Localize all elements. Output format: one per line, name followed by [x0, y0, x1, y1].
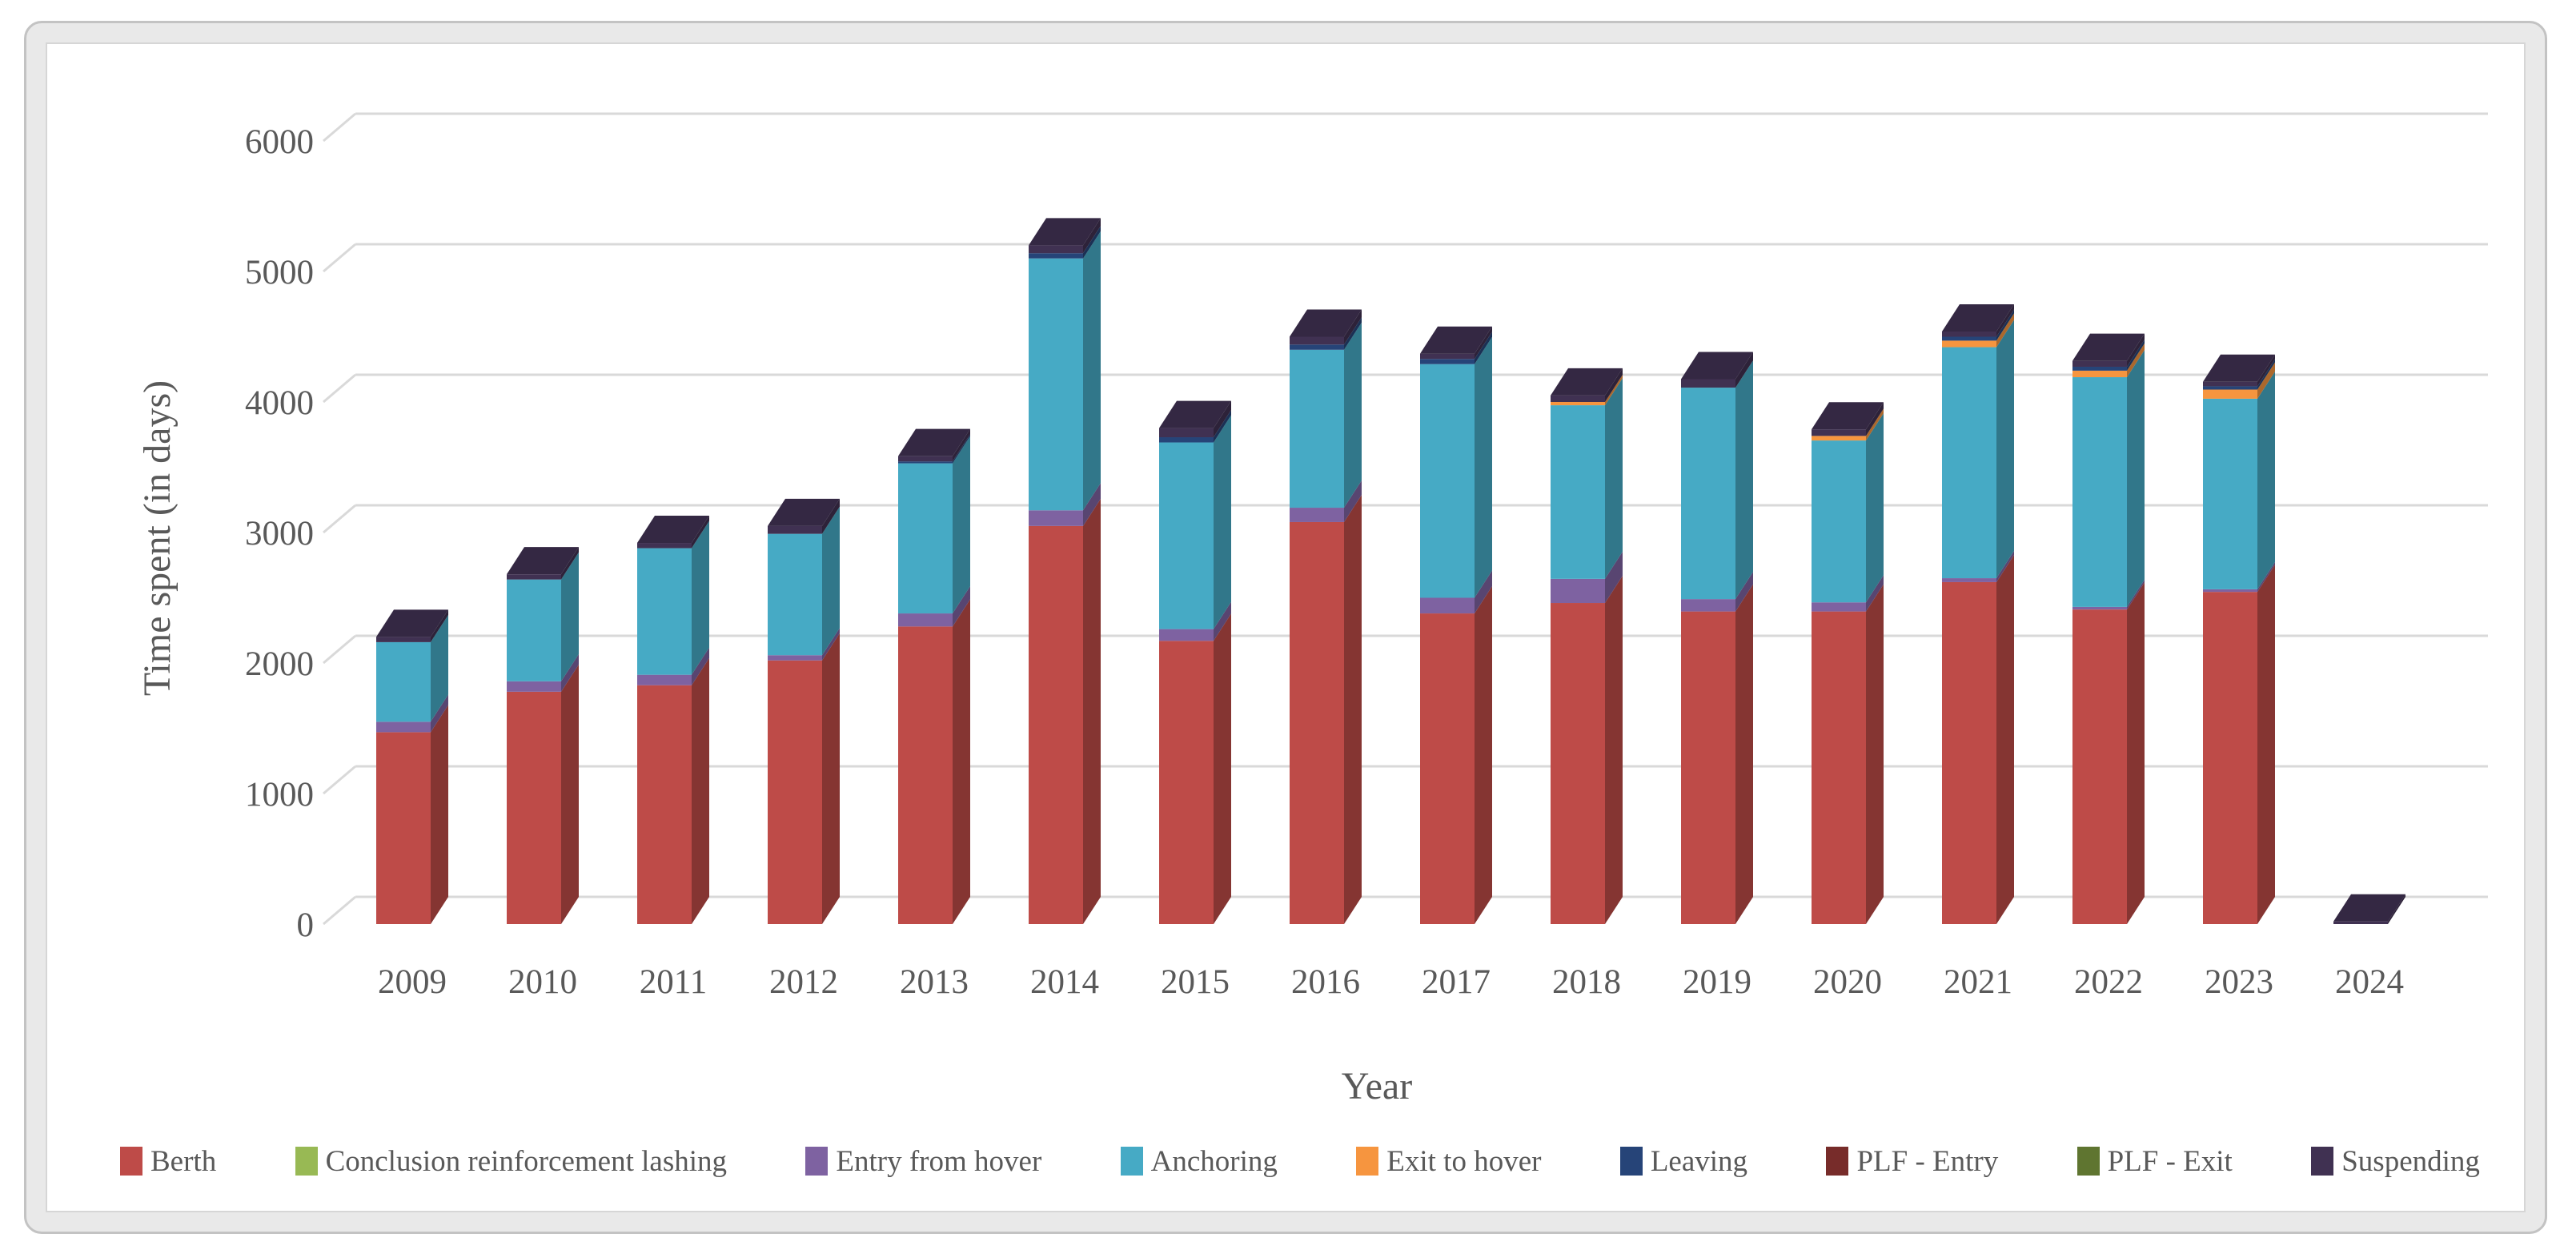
x-tick-label: 2011 [640, 963, 707, 1001]
legend-swatch-icon [2311, 1147, 2334, 1176]
legend-label: Entry from hover [836, 1144, 1042, 1178]
legend-item-plf-exit: PLF - Exit [2076, 1144, 2233, 1179]
x-tick-label: 2022 [2074, 963, 2143, 1001]
legend-item-exit-to-hover: Exit to hover [1356, 1144, 1541, 1179]
x-tick-label: 2016 [1291, 963, 1360, 1001]
legend-label: PLF - Exit [2107, 1144, 2233, 1178]
bars [376, 218, 2405, 924]
x-tick-label: 2023 [2205, 963, 2273, 1001]
y-tick-label: 5000 [245, 254, 314, 291]
x-tick-label: 2012 [769, 963, 838, 1001]
legend-swatch-icon [1120, 1147, 1143, 1176]
legend-item-plf-entry: PLF - Entry [1826, 1144, 1998, 1179]
legend-label: Suspending [2341, 1144, 2480, 1178]
legend-swatch-icon [1356, 1147, 1379, 1176]
legend-item-suspending: Suspending [2311, 1144, 2480, 1179]
x-tick-label: 2019 [1683, 963, 1751, 1001]
legend-item-berth: Berth [120, 1144, 216, 1179]
y-tick-label: 2000 [245, 645, 314, 683]
legend-label: PLF - Entry [1856, 1144, 1999, 1178]
legend-item-anchoring: Anchoring [1120, 1144, 1278, 1179]
legend-swatch-icon [1619, 1147, 1643, 1176]
y-tick-label: 4000 [245, 384, 314, 422]
x-axis-title: Year [1342, 1065, 1412, 1107]
x-tick-label: 2015 [1161, 963, 1230, 1001]
legend-swatch-icon [120, 1147, 142, 1176]
y-tick-label: 6000 [245, 123, 314, 161]
y-tick-label: 3000 [245, 515, 314, 553]
legend-label: Exit to hover [1386, 1144, 1542, 1178]
legend-item-entry-from-hover: Entry from hover [805, 1144, 1041, 1179]
x-tick-label: 2020 [1813, 963, 1882, 1001]
x-tick-label: 2014 [1030, 963, 1099, 1001]
x-tick-label: 2018 [1552, 963, 1621, 1001]
x-tick-label: 2009 [378, 963, 447, 1001]
x-tick-label: 2024 [2335, 963, 2404, 1001]
legend-label: Leaving [1650, 1144, 1748, 1178]
y-tick-label: 0 [297, 906, 315, 944]
axis-tick-labels: 0 1000 2000 3000 4000 5000 6000 2009 2010 2011 201… [245, 123, 2404, 1001]
legend-label: Conclusion reinforcement lashing [325, 1144, 728, 1178]
legend-swatch-icon [805, 1147, 829, 1176]
legend-label: Anchoring [1150, 1144, 1278, 1178]
legend-swatch-icon [2076, 1147, 2100, 1176]
y-tick-label: 1000 [245, 776, 314, 814]
x-tick-label: 2010 [508, 963, 577, 1001]
x-tick-label: 2013 [900, 963, 969, 1001]
legend-item-conclusion-reinforcement-lashing: Conclusion reinforcement lashing [295, 1144, 727, 1179]
legend-swatch-icon [1826, 1147, 1849, 1176]
x-tick-label: 2017 [1422, 963, 1491, 1001]
chart-legend: Berth Conclusion reinforcement lashing Ent… [120, 1127, 2480, 1195]
legend-item-leaving: Leaving [1619, 1144, 1748, 1179]
y-axis-title: Time spent (in days) [136, 380, 179, 696]
legend-label: Berth [150, 1144, 217, 1178]
x-tick-label: 2021 [1944, 963, 2012, 1001]
legend-swatch-icon [295, 1147, 318, 1176]
